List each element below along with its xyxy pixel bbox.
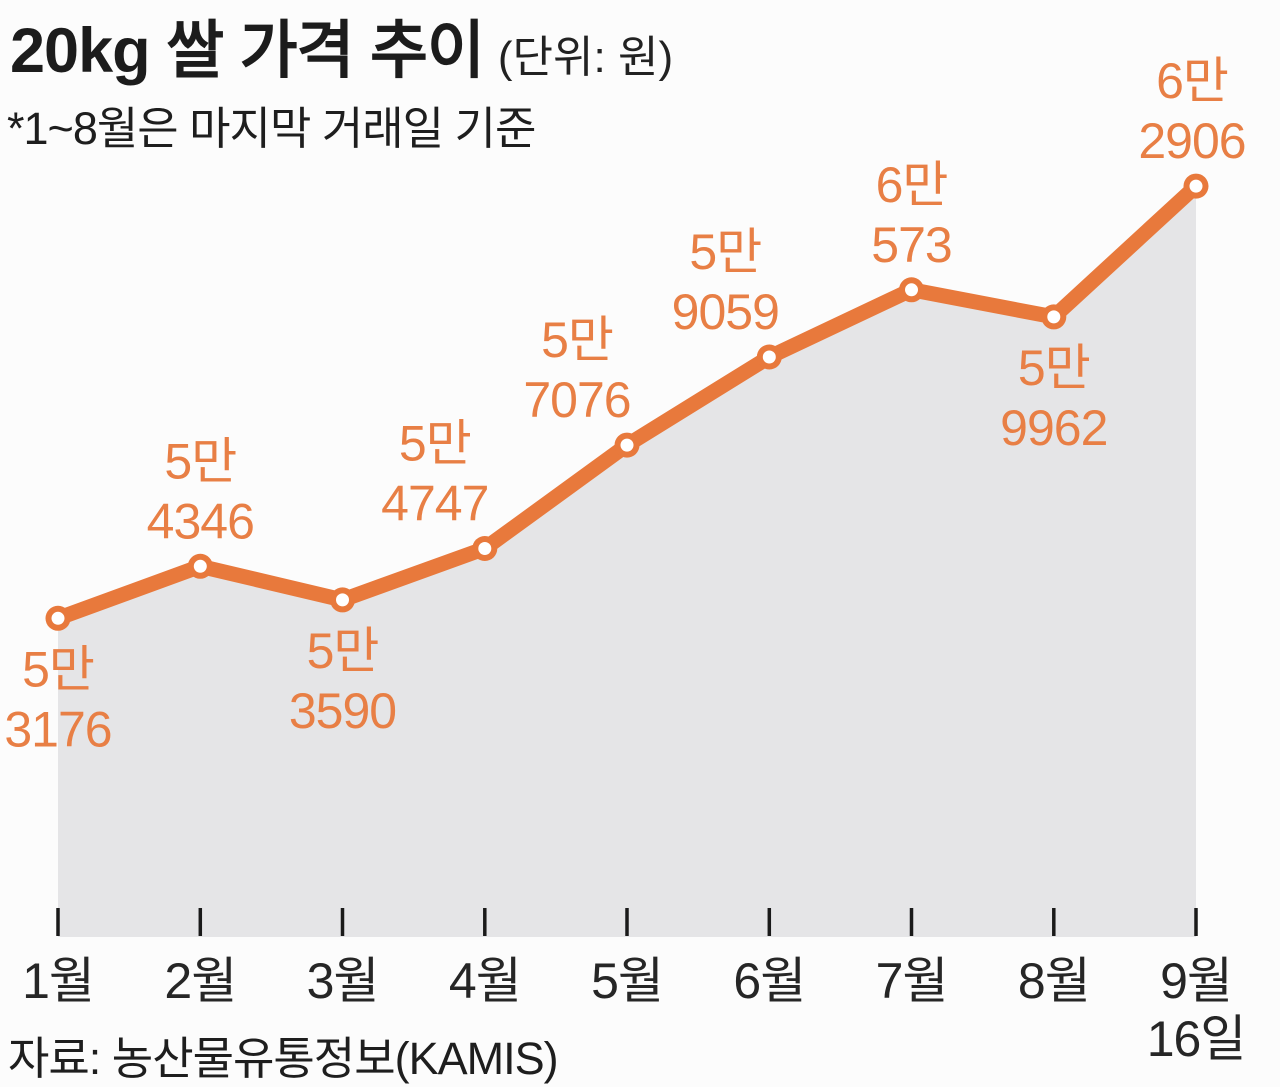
data-point-label-line: 5만 [1018,340,1090,396]
chart-header: 20kg 쌀 가격 추이 (단위: 원) [10,0,673,91]
data-point-label-line: 9059 [672,284,779,340]
x-axis-label-line: 8월 [1018,953,1090,1009]
x-axis-label: 2월 [164,953,236,1009]
data-point-label: 5만 4346 [147,433,254,549]
data-point-marker [1047,310,1061,324]
data-point-label: 6만 2906 [1138,53,1245,169]
page-title: 20kg 쌀 가격 추이 [10,16,485,86]
data-point-label: 5만 7076 [523,312,630,428]
data-point-label-line: 3590 [289,683,396,739]
area-fill [58,186,1196,938]
data-point-label-line: 7076 [523,372,630,428]
data-point-label-line: 5만 [541,312,613,368]
data-point-label: 5만 3176 [4,641,111,757]
data-point-label-line: 573 [871,217,951,273]
x-axis-label: 5월 [591,953,663,1009]
x-axis-label-line: 9월 [1160,953,1232,1009]
data-point-label-line: 6만 [876,157,948,213]
x-axis-label-line: 3월 [307,953,379,1009]
x-axis-label-line: 4월 [449,953,521,1009]
data-point-marker [620,438,634,452]
data-point-label-line: 9962 [1000,400,1107,456]
data-point-marker [762,350,776,364]
data-point-label-line: 3176 [4,701,111,757]
x-axis-label-line: 2월 [164,953,236,1009]
data-point-label: 5만 3590 [289,623,396,739]
data-point-marker [336,593,349,607]
data-point-label-line: 2906 [1138,113,1245,169]
data-point-label-line: 6만 [1156,53,1228,109]
source-note: 자료: 농산물유통정보(KAMIS) [8,1033,559,1084]
data-point-marker [1189,179,1203,193]
x-axis-label: 3월 [307,953,379,1009]
data-point-marker [905,283,918,297]
data-point-label-line: 4747 [381,476,488,532]
x-axis-label: 8월 [1018,953,1090,1009]
x-axis-label-line: 1월 [22,953,94,1009]
data-point-label: 5만 9962 [1000,340,1107,456]
x-axis-label-line: 5월 [591,953,663,1009]
data-point-marker [51,611,65,625]
x-axis-label: 4월 [449,953,521,1009]
data-point-label-line: 5만 [22,641,94,697]
data-point-label: 5만 9059 [672,224,779,340]
data-point-label: 6만 573 [871,157,951,273]
x-axis-label-line: 6월 [733,953,805,1009]
x-axis-label: 1월 [22,953,94,1009]
data-point-label-line: 4346 [147,493,254,549]
data-point-label-line: 5만 [689,224,761,280]
chart-subtitle: *1~8월은 마지막 거래일 기준 [7,103,536,154]
x-axis-label-line: 7월 [876,953,948,1009]
data-point-label-line: 5만 [307,623,379,679]
x-axis-label-line: 16일 [1147,1011,1246,1067]
data-point-label-line: 5만 [399,416,471,472]
data-point-marker [193,559,207,573]
x-axis-label: 9월 16일 [1147,953,1246,1067]
x-axis-label: 7월 [876,953,948,1009]
data-point-label: 5만 4747 [381,416,488,532]
unit-label: (단위: 원) [497,33,674,82]
x-axis-label: 6월 [733,953,805,1009]
data-point-label-line: 5만 [164,433,236,489]
data-point-marker [478,542,492,555]
